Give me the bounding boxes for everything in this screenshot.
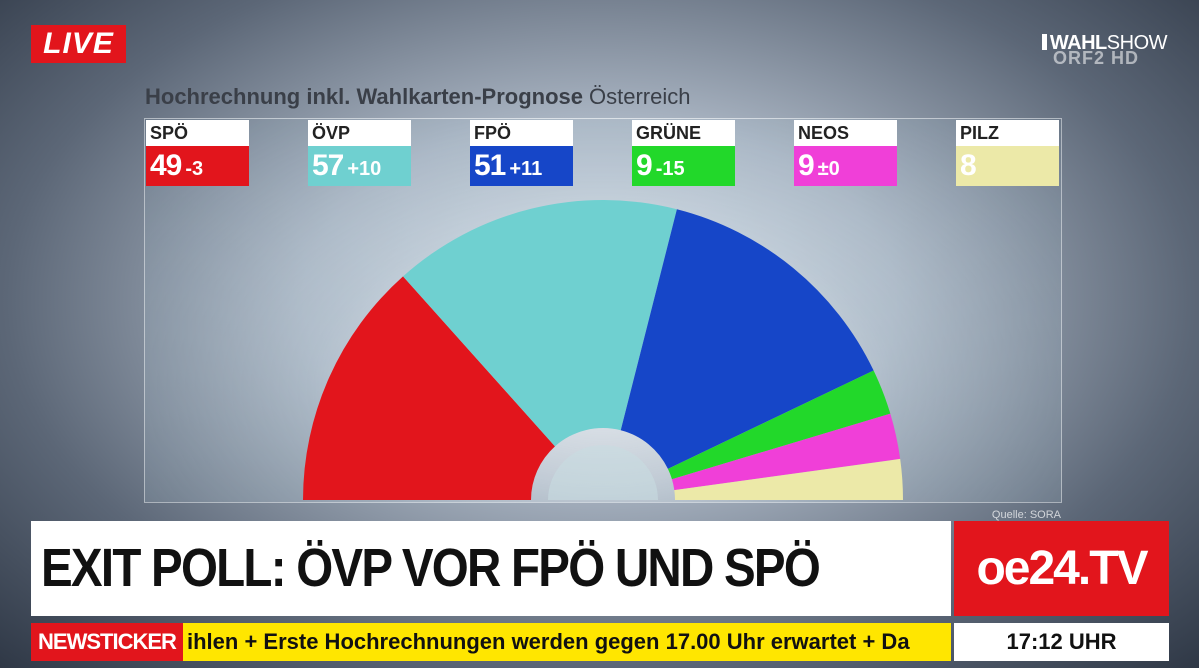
legend-seat-count: 57 +10 bbox=[308, 146, 411, 186]
newsticker-label: NEWSTICKER bbox=[31, 623, 183, 661]
chart-title-main: Hochrechnung inkl. Wahlkarten-Prognose bbox=[145, 84, 584, 109]
legend-seat-value: 8 bbox=[960, 149, 977, 182]
legend-seat-value: 49 bbox=[150, 149, 182, 182]
parliament-chart bbox=[303, 200, 903, 500]
legend-party-name: PILZ bbox=[956, 120, 1059, 146]
chart-source: Quelle: SORA bbox=[991, 509, 1061, 521]
legend-seat-change: +11 bbox=[509, 158, 543, 180]
orf-logo: ORF2 HD bbox=[1052, 48, 1139, 68]
legend-seat-value: 51 bbox=[474, 149, 506, 182]
legend-item-pilz: PILZ 8 bbox=[956, 120, 1059, 186]
legend-party-name: NEOS bbox=[794, 120, 897, 146]
legend-seat-count: 9 ±0 bbox=[794, 146, 897, 186]
chart-title-region: Österreich bbox=[589, 84, 691, 109]
chart-title: Hochrechnung inkl. Wahlkarten-Prognose Ös… bbox=[145, 84, 691, 110]
oe24-logo: oe24.TV bbox=[954, 521, 1169, 616]
legend-seat-count: 9 -15 bbox=[632, 146, 735, 186]
legend-item-spö: SPÖ 49 -3 bbox=[146, 120, 249, 186]
clock: 17:12 UHR bbox=[954, 623, 1169, 661]
wahlshow-brand: WAHLSHOW bbox=[1041, 32, 1168, 55]
legend-item-fpö: FPÖ 51 +11 bbox=[470, 120, 573, 186]
legend-seat-change: -15 bbox=[655, 158, 685, 180]
legend-item-neos: NEOS 9 ±0 bbox=[794, 120, 897, 186]
seat-segment-pilz bbox=[674, 458, 903, 500]
legend-seat-change: -3 bbox=[185, 158, 204, 180]
legend-party-name: SPÖ bbox=[146, 120, 249, 146]
legend-item-övp: ÖVP 57 +10 bbox=[308, 120, 411, 186]
legend-seat-count: 49 -3 bbox=[146, 146, 249, 186]
seat-segment-övp bbox=[403, 200, 677, 447]
headline-bar bbox=[31, 521, 951, 616]
seat-segment-spö bbox=[303, 276, 556, 500]
live-badge: LIVE bbox=[31, 25, 126, 63]
newsticker-text: ihlen + Erste Hochrechnungen werden gege… bbox=[187, 629, 910, 654]
legend-seat-change: +10 bbox=[347, 158, 382, 180]
seat-segment-fpö bbox=[620, 209, 874, 469]
brand-bold: WAHL bbox=[1049, 32, 1107, 54]
legend-seat-value: 57 bbox=[312, 149, 344, 182]
newsticker: ihlen + Erste Hochrechnungen werden gege… bbox=[183, 623, 951, 661]
chart-center-hole bbox=[548, 445, 658, 500]
seat-segment-neos bbox=[671, 413, 901, 491]
legend-seat-count: 51 +11 bbox=[470, 146, 573, 186]
brand-bar-icon bbox=[1041, 34, 1047, 50]
legend-seat-value: 9 bbox=[636, 149, 653, 182]
party-legend: SPÖ 49 -3 ÖVP 57 +10 FPÖ 51 +11 GRÜNE 9 -15 NEOS 9 ±0 P… bbox=[146, 120, 1060, 188]
headline: EXIT POLL: ÖVP VOR FPÖ UND SPÖ bbox=[41, 538, 821, 598]
legend-seat-change: ±0 bbox=[817, 158, 840, 180]
legend-party-name: ÖVP bbox=[308, 120, 411, 146]
legend-seat-value: 9 bbox=[798, 149, 815, 182]
legend-item-grüne: GRÜNE 9 -15 bbox=[632, 120, 735, 186]
legend-seat-count: 8 bbox=[956, 146, 1059, 186]
brand-rest: SHOW bbox=[1106, 32, 1168, 54]
legend-party-name: FPÖ bbox=[470, 120, 573, 146]
seat-segment-grüne bbox=[667, 370, 891, 480]
legend-party-name: GRÜNE bbox=[632, 120, 735, 146]
